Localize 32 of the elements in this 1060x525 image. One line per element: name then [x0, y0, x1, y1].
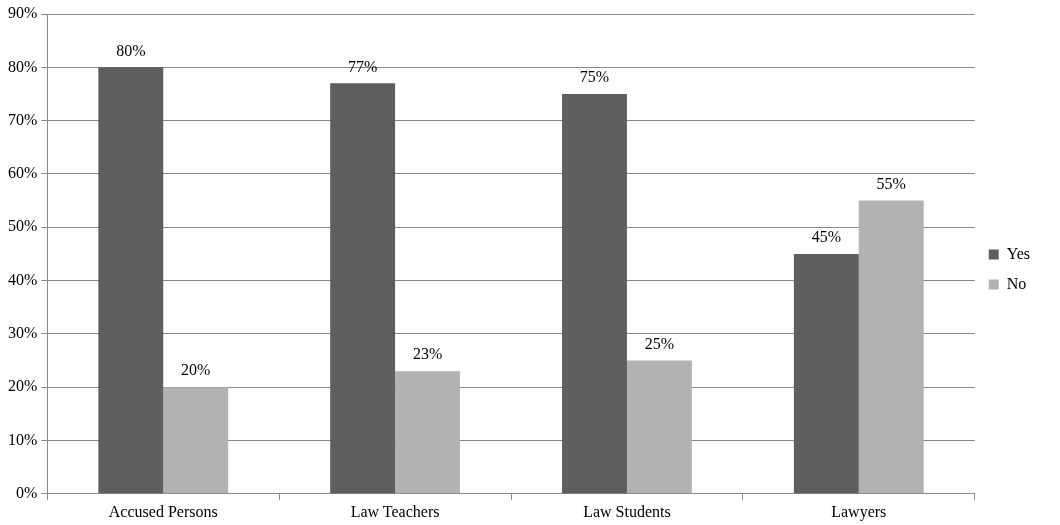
- bar: [562, 93, 627, 494]
- bar: [395, 371, 461, 494]
- y-tick-label: 50%: [8, 217, 38, 235]
- y-tick-label: 10%: [8, 430, 38, 448]
- data-label: 45%: [811, 228, 841, 246]
- y-tick-label: 90%: [8, 4, 38, 22]
- x-tick-label: Law Teachers: [350, 502, 440, 520]
- data-label: 80%: [116, 41, 146, 59]
- legend-label: Yes: [1006, 244, 1030, 262]
- x-tick-label: Accused Persons: [108, 502, 218, 520]
- data-label: 55%: [876, 174, 906, 192]
- y-tick-label: 70%: [8, 110, 38, 128]
- y-tick-label: 30%: [8, 324, 38, 342]
- y-tick-label: 20%: [8, 377, 38, 395]
- bar: [626, 360, 692, 494]
- data-label: 20%: [181, 361, 211, 379]
- bar: [98, 67, 164, 494]
- legend-label: No: [1006, 274, 1027, 292]
- data-label: 25%: [644, 334, 675, 352]
- data-label: 75%: [579, 68, 610, 86]
- y-tick-label: 80%: [8, 57, 38, 75]
- bar: [858, 200, 924, 494]
- y-tick-label: 60%: [8, 164, 38, 182]
- bar: [330, 83, 396, 494]
- y-tick-label: 0%: [16, 484, 38, 501]
- bar: [163, 387, 229, 494]
- y-tick-label: 40%: [8, 270, 38, 288]
- data-label: 77%: [347, 57, 378, 75]
- bar: [793, 253, 859, 494]
- x-tick-label: Lawyers: [831, 502, 887, 521]
- data-label: 23%: [412, 345, 443, 363]
- x-tick-label: Law Students: [583, 502, 671, 520]
